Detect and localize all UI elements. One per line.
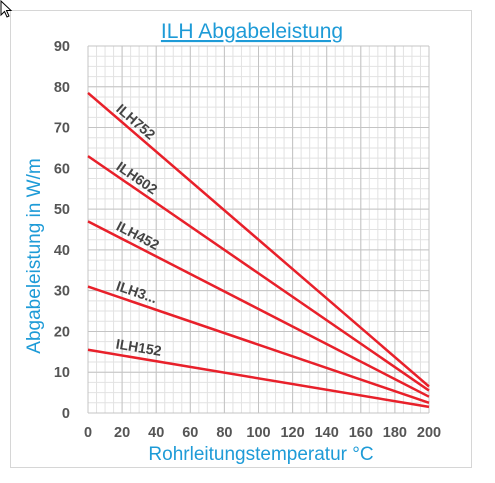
y-axis-ticks: 0 10 20 30 40 50 60 70 80 90 <box>54 39 70 422</box>
y-tick-label: 30 <box>54 284 70 300</box>
x-tick-label: 140 <box>315 425 339 441</box>
y-tick-label: 20 <box>54 324 70 340</box>
x-tick-label: 40 <box>148 425 164 441</box>
series-line-ilh152 <box>87 348 430 409</box>
series-lines <box>87 91 430 409</box>
chart-title: ILH Abgabeleistung <box>161 20 343 43</box>
x-axis-ticks: 0 20 40 60 80 100 120 140 160 180 200 <box>84 425 441 441</box>
grid-major <box>87 45 430 414</box>
y-tick-label: 70 <box>54 121 70 137</box>
mouse-cursor-icon <box>0 0 13 18</box>
y-tick-label: 90 <box>54 39 70 55</box>
series-line-ilh3 <box>87 285 430 404</box>
x-tick-label: 100 <box>246 425 270 441</box>
series-line-ilh752 <box>87 91 430 388</box>
x-tick-label: 20 <box>114 425 130 441</box>
y-tick-label: 50 <box>54 202 70 218</box>
x-tick-label: 120 <box>280 425 304 441</box>
x-tick-label: 0 <box>84 425 92 441</box>
series-line-ilh602 <box>87 155 430 392</box>
x-tick-label: 180 <box>383 425 407 441</box>
x-tick-label: 200 <box>417 425 441 441</box>
x-tick-label: 60 <box>182 425 198 441</box>
x-axis-title: Rohrleitungstemperatur °C <box>148 444 373 465</box>
series-line-ilh452 <box>87 220 430 398</box>
y-tick-label: 80 <box>54 80 70 96</box>
series-label: ILH152 <box>115 336 163 359</box>
x-tick-label: 80 <box>216 425 232 441</box>
y-tick-label: 60 <box>54 161 70 177</box>
x-tick-label: 160 <box>349 425 373 441</box>
y-tick-label: 40 <box>54 243 70 259</box>
y-axis-title: Abgabeleistung in W/m <box>24 158 45 353</box>
y-tick-label: 0 <box>62 406 70 422</box>
y-tick-label: 10 <box>54 365 70 381</box>
